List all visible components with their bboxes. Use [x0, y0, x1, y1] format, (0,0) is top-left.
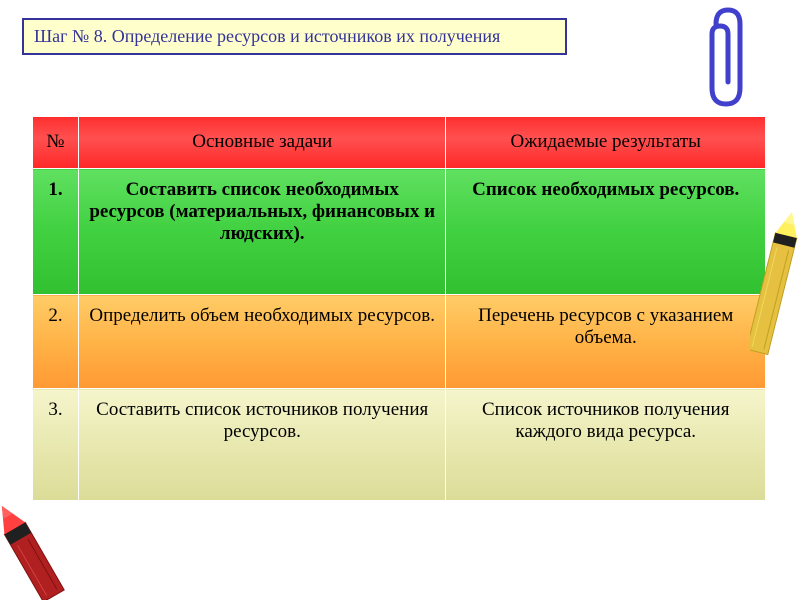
tasks-table: № Основные задачи Ожидаемые результаты 1… [32, 116, 766, 501]
cell-num: 1. [33, 169, 79, 295]
cell-task: Определить объем необходимых ресурсов. [78, 295, 445, 389]
cell-result: Список необходимых ресурсов. [446, 169, 766, 295]
page-title: Шаг № 8. Определение ресурсов и источник… [22, 18, 567, 55]
table-row: 3. Составить список источников получения… [33, 389, 766, 501]
table-header-row: № Основные задачи Ожидаемые результаты [33, 117, 766, 169]
paperclip-icon [702, 4, 754, 114]
table-row: 1. Составить список необходимых ресурсов… [33, 169, 766, 295]
header-num: № [33, 117, 79, 169]
cell-num: 2. [33, 295, 79, 389]
crayon-yellow-icon [750, 200, 800, 360]
cell-task: Составить список необходимых ресурсов (м… [78, 169, 445, 295]
crayon-red-icon [0, 480, 80, 600]
table-row: 2. Определить объем необходимых ресурсов… [33, 295, 766, 389]
cell-result: Перечень ресурсов с указанием объема. [446, 295, 766, 389]
cell-task: Составить список источников получения ре… [78, 389, 445, 501]
header-task: Основные задачи [78, 117, 445, 169]
cell-result: Список источников получения каждого вида… [446, 389, 766, 501]
header-result: Ожидаемые результаты [446, 117, 766, 169]
